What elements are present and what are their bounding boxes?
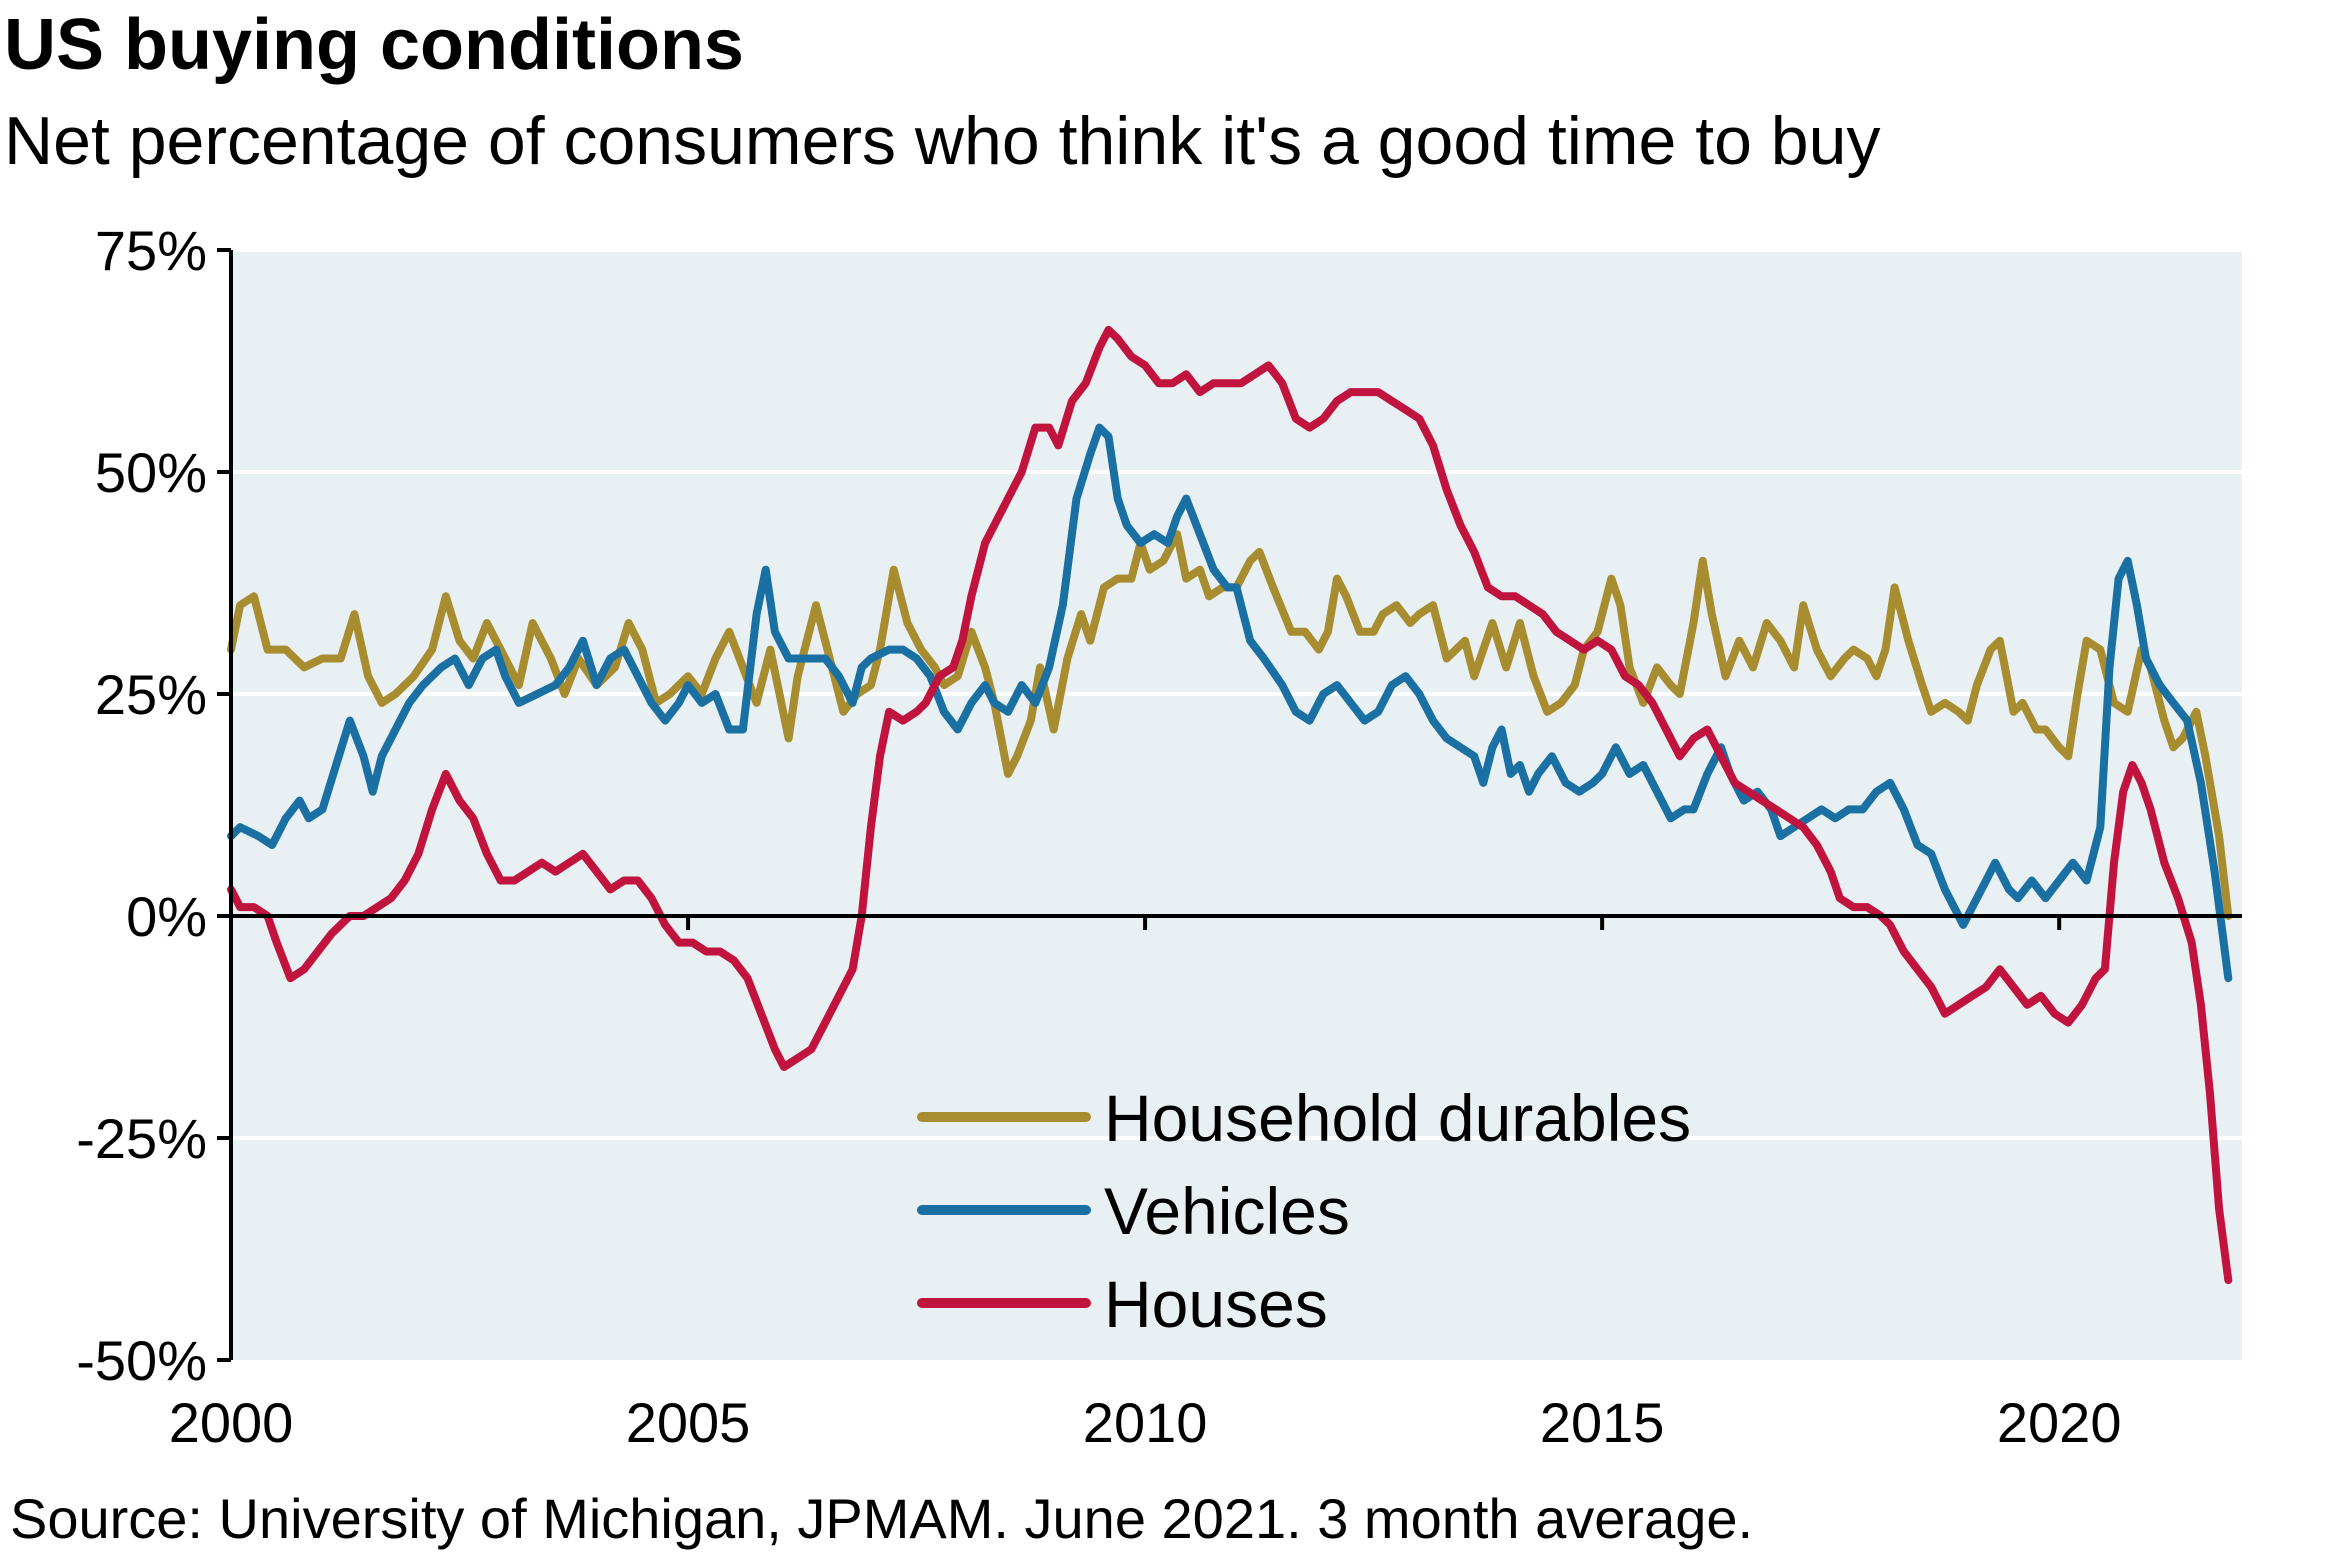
legend: Household durables Vehicles Houses	[917, 1081, 1691, 1341]
x-tick-label: 2020	[1997, 1391, 2122, 1454]
x-tick-label: 2015	[1540, 1391, 1665, 1454]
axes: -50% -25% 0% 25% 50% 75% 2000 2005 2010 2015 2020	[76, 219, 2242, 1454]
chart-title: US buying conditions	[4, 5, 744, 85]
plot-area	[231, 250, 2242, 1360]
series-layer	[227, 325, 2233, 1285]
chart-subtitle: Net percentage of consumers who think it…	[4, 103, 1881, 179]
legend-label: Household durables	[1104, 1081, 1691, 1155]
y-tick-label: 50%	[95, 441, 207, 504]
y-tick-label: -50%	[76, 1329, 207, 1392]
series-line-vehicles	[227, 423, 2233, 983]
x-tick-label: 2000	[169, 1391, 294, 1454]
series-line-houses	[227, 325, 2233, 1285]
legend-label: Houses	[1104, 1267, 1328, 1341]
x-tick-label: 2005	[626, 1391, 751, 1454]
y-tick-label: -25%	[76, 1107, 207, 1170]
y-tick-label: 25%	[95, 663, 207, 726]
y-tick-label: 0%	[126, 885, 207, 948]
x-tick-label: 2010	[1083, 1391, 1208, 1454]
y-tick-label: 75%	[95, 219, 207, 282]
series-line-household-durables	[227, 530, 2233, 920]
legend-label: Vehicles	[1104, 1174, 1350, 1248]
source-note: Source: University of Michigan, JPMAM. J…	[10, 1487, 1754, 1550]
